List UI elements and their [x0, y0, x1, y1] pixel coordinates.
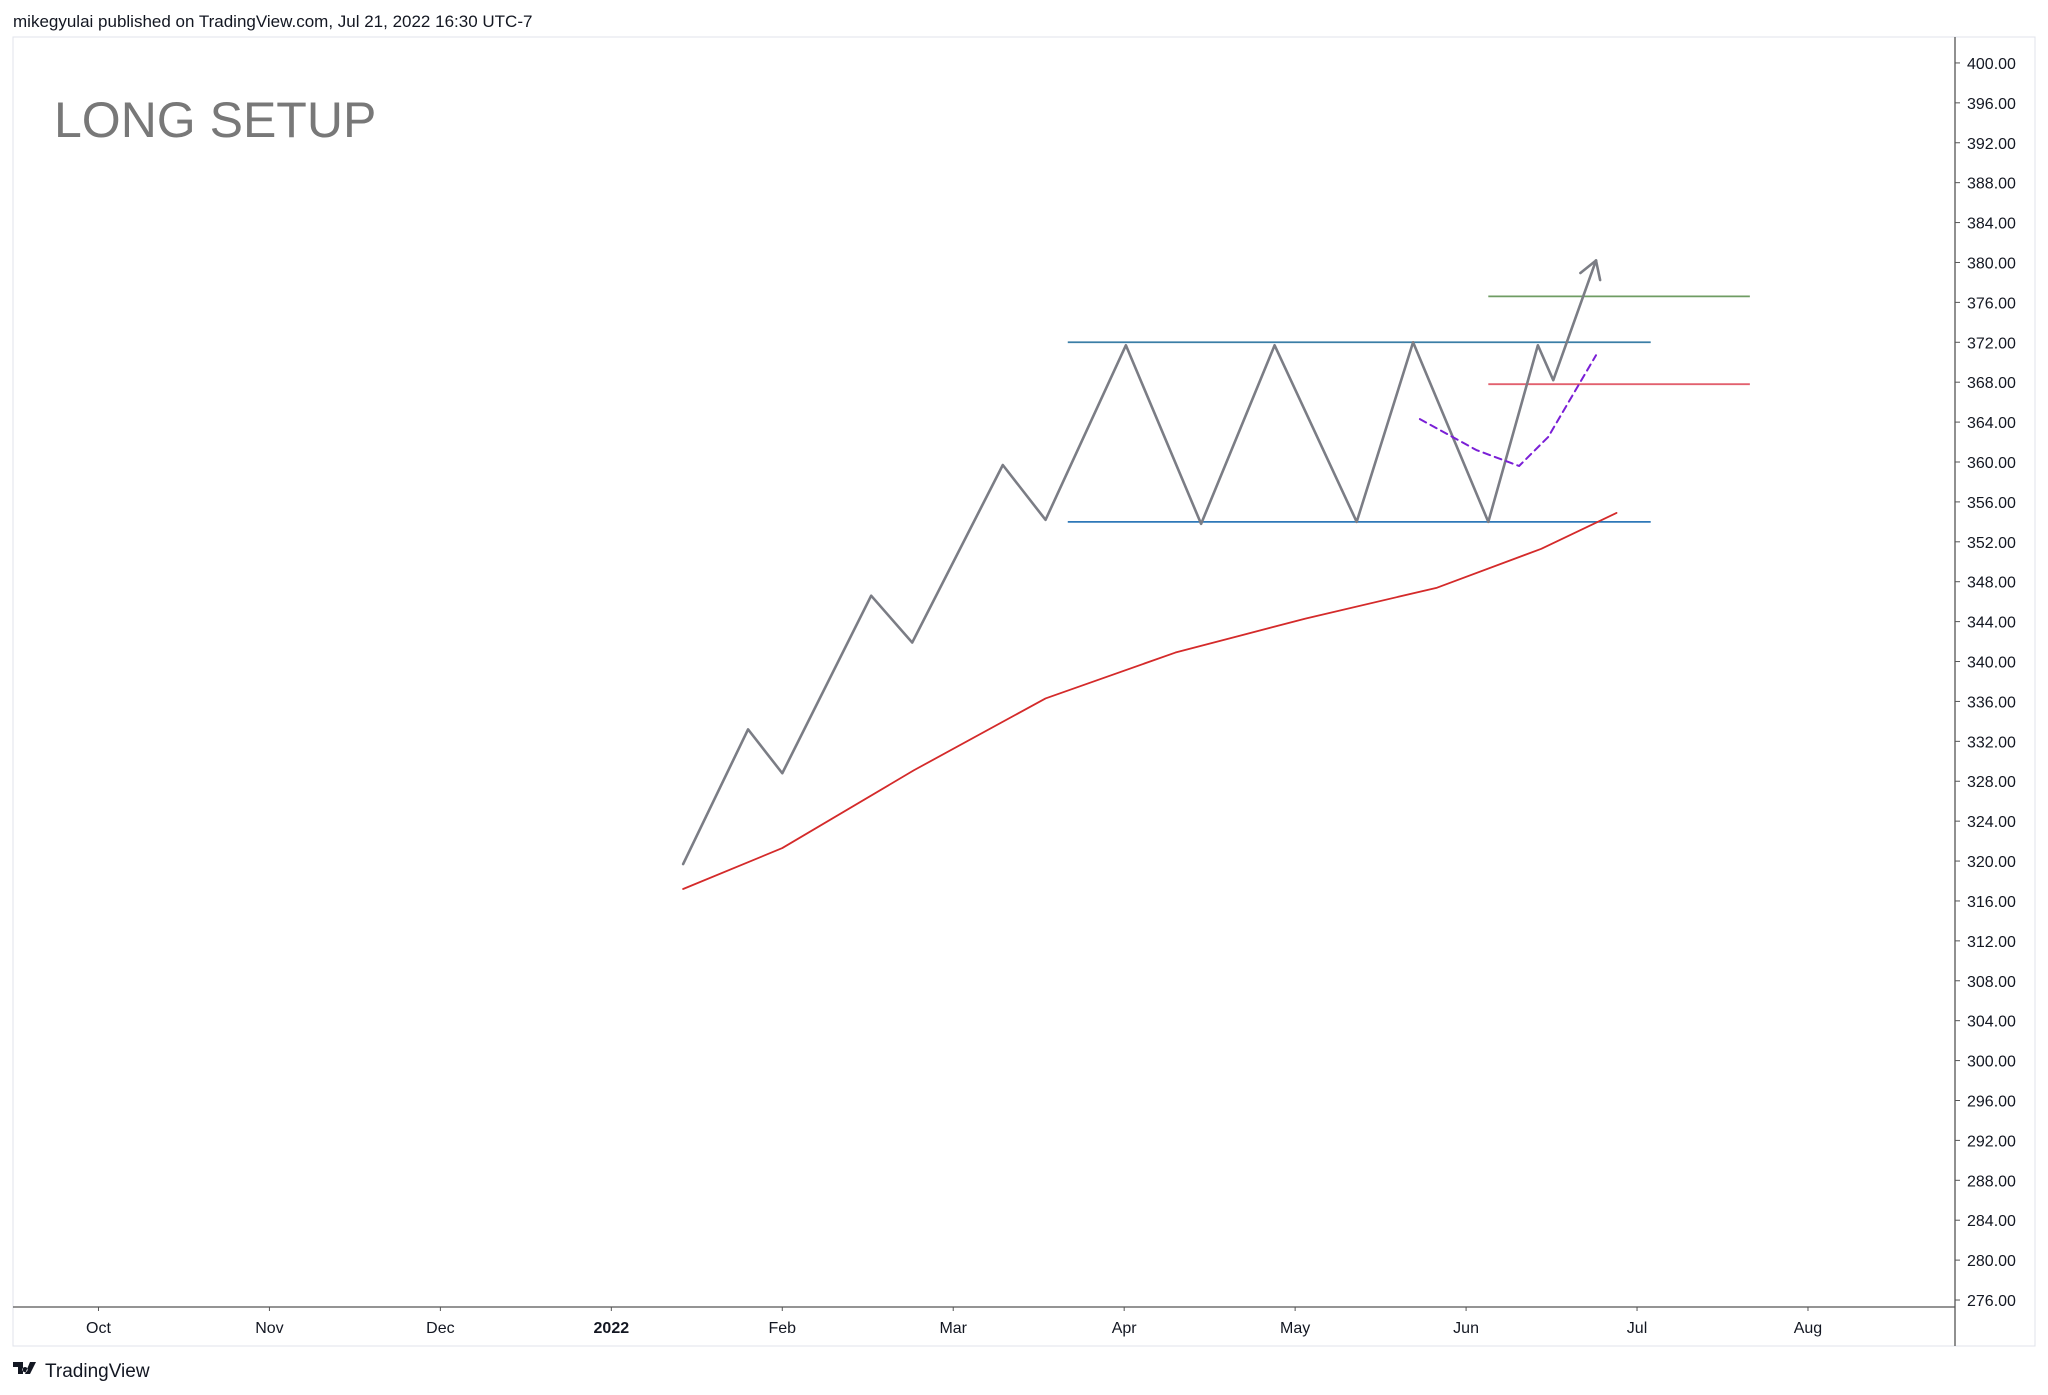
chart-title: LONG SETUP — [54, 92, 376, 148]
x-tick-label: 2022 — [594, 1320, 630, 1337]
series-line — [681, 259, 1598, 866]
x-tick-label: Jul — [1627, 1320, 1647, 1337]
y-tick-label: 344.00 — [1967, 615, 2016, 632]
y-tick-label: 296.00 — [1967, 1093, 2016, 1110]
x-tick-label: May — [1280, 1320, 1310, 1337]
y-tick-label: 312.00 — [1967, 934, 2016, 951]
y-tick-label: 340.00 — [1967, 655, 2016, 672]
y-tick-label: 380.00 — [1967, 255, 2016, 272]
brand: TradingView — [45, 1361, 150, 1382]
y-tick-label: 368.00 — [1967, 375, 2016, 392]
y-tick-label: 388.00 — [1967, 176, 2016, 193]
series-line — [1418, 354, 1597, 467]
y-tick-label: 288.00 — [1967, 1173, 2016, 1190]
y-tick-label: 328.00 — [1967, 774, 2016, 791]
y-tick-label: 280.00 — [1967, 1253, 2016, 1270]
y-tick-label: 356.00 — [1967, 495, 2016, 512]
y-tick-label: 332.00 — [1967, 734, 2016, 751]
y-tick-label: 320.00 — [1967, 854, 2016, 871]
y-tick-label: 364.00 — [1967, 415, 2016, 432]
y-tick-label: 316.00 — [1967, 894, 2016, 911]
y-tick-label: 372.00 — [1967, 335, 2016, 352]
y-tick-label: 384.00 — [1967, 216, 2016, 233]
x-tick-label: Jun — [1453, 1320, 1479, 1337]
y-tick-label: 304.00 — [1967, 1014, 2016, 1031]
y-tick-label: 336.00 — [1967, 694, 2016, 711]
y-tick-label: 284.00 — [1967, 1213, 2016, 1230]
x-tick-label: Aug — [1794, 1320, 1822, 1337]
x-tick-label: Feb — [768, 1320, 796, 1337]
x-tick-label: Dec — [426, 1320, 454, 1337]
y-tick-label: 292.00 — [1967, 1133, 2016, 1150]
y-tick-label: 308.00 — [1967, 974, 2016, 991]
publish-header: mikegyulai published on TradingView.com,… — [13, 12, 532, 31]
y-tick-label: 396.00 — [1967, 96, 2016, 113]
tradingview-logo — [13, 1362, 36, 1374]
x-tick-label: Oct — [86, 1320, 111, 1337]
x-tick-label: Apr — [1112, 1320, 1138, 1337]
y-tick-label: 376.00 — [1967, 295, 2016, 312]
arrow-head — [1579, 259, 1598, 275]
y-tick-label: 324.00 — [1967, 814, 2016, 831]
y-tick-label: 392.00 — [1967, 136, 2016, 153]
arrow-head — [1594, 259, 1602, 282]
y-tick-label: 348.00 — [1967, 575, 2016, 592]
chart-frame — [12, 36, 2036, 1347]
y-tick-label: 352.00 — [1967, 535, 2016, 552]
x-tick-label: Nov — [255, 1320, 283, 1337]
y-tick-label: 360.00 — [1967, 455, 2016, 472]
y-tick-label: 276.00 — [1967, 1293, 2016, 1310]
x-tick-label: Mar — [939, 1320, 967, 1337]
series-line — [682, 511, 1618, 890]
y-tick-label: 400.00 — [1967, 56, 2016, 73]
y-tick-label: 300.00 — [1967, 1054, 2016, 1071]
